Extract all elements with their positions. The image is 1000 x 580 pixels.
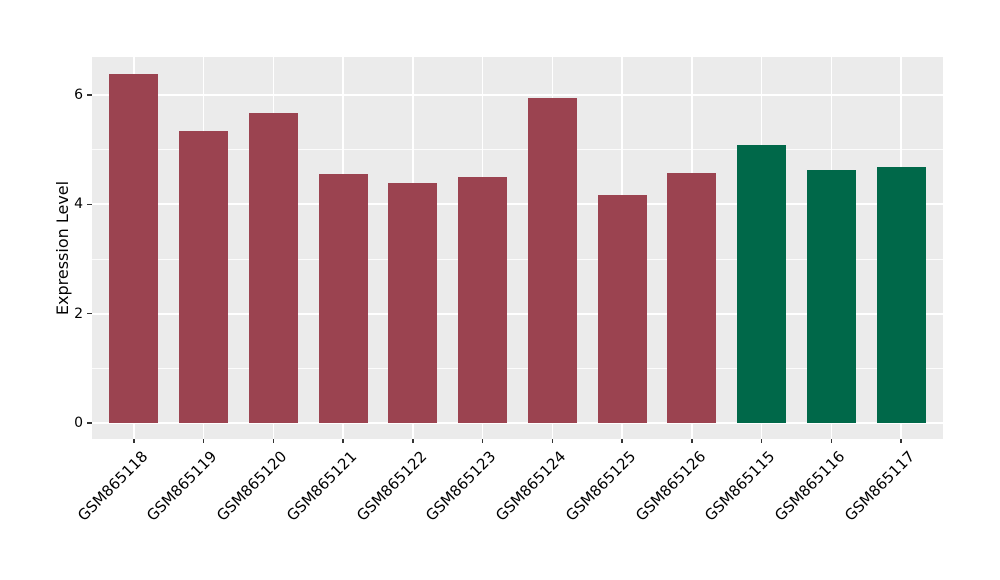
x-tick-GSM865122 [412, 439, 414, 443]
x-tick-GSM865120 [272, 439, 275, 443]
y-tick-label-2: 2 [74, 305, 83, 322]
bar-GSM865115 [737, 144, 787, 423]
x-tick-GSM865121 [342, 439, 344, 443]
bar-GSM865124 [527, 98, 577, 423]
x-tick-GSM865118 [133, 439, 135, 443]
x-tick-GSM865117 [900, 439, 902, 443]
bar-GSM865121 [318, 173, 368, 423]
x-tick-label-GSM865122: GSM865122 [352, 447, 430, 525]
y-tick-2 [87, 312, 92, 315]
gridline-minor-y3 [92, 258, 943, 260]
bar-GSM865117 [876, 166, 926, 423]
x-tick-GSM865116 [830, 439, 833, 443]
y-tick-0 [87, 422, 92, 424]
plot-panel [92, 57, 943, 439]
y-tick-label-4: 4 [74, 196, 83, 213]
x-tick-label-GSM865120: GSM865120 [213, 447, 291, 525]
y-tick-label-0: 0 [74, 415, 83, 431]
bar-GSM865126 [667, 172, 717, 423]
x-tick-label-GSM865124: GSM865124 [492, 447, 570, 525]
bar-GSM865118 [109, 74, 159, 423]
gridline-major-y0 [92, 422, 943, 424]
x-tick-GSM865123 [481, 439, 484, 443]
bar-GSM865122 [388, 183, 438, 423]
x-tick-label-GSM865119: GSM865119 [143, 447, 221, 525]
x-tick-GSM865115 [760, 439, 763, 443]
bar-GSM865116 [806, 169, 856, 423]
x-tick-label-GSM865118: GSM865118 [73, 447, 151, 525]
gridline-minor-y5 [92, 149, 943, 151]
bar-GSM865123 [458, 176, 508, 423]
x-tick-label-GSM865117: GSM865117 [840, 447, 919, 525]
bar-GSM865120 [248, 113, 298, 423]
gridline-major-y6 [92, 94, 943, 97]
y-tick-6 [87, 94, 92, 96]
x-tick-label-GSM865125: GSM865125 [561, 447, 640, 525]
x-tick-label-GSM865121: GSM865121 [282, 447, 361, 525]
bar-GSM865125 [597, 194, 647, 423]
x-tick-label-GSM865116: GSM865116 [771, 447, 849, 525]
x-tick-GSM865126 [691, 439, 693, 443]
y-tick-4 [87, 203, 92, 206]
gridline-major-y2 [92, 312, 943, 315]
x-tick-label-GSM865126: GSM865126 [631, 447, 709, 525]
x-tick-GSM865124 [551, 439, 554, 443]
gridline-minor-y1 [92, 367, 943, 369]
x-tick-GSM865125 [621, 439, 623, 443]
bar-GSM865119 [179, 131, 229, 423]
x-tick-label-GSM865123: GSM865123 [422, 447, 500, 525]
x-tick-GSM865119 [202, 439, 205, 443]
y-tick-label-6: 6 [74, 87, 83, 104]
gridline-major-y4 [92, 203, 943, 206]
x-tick-label-GSM865115: GSM865115 [701, 447, 779, 525]
